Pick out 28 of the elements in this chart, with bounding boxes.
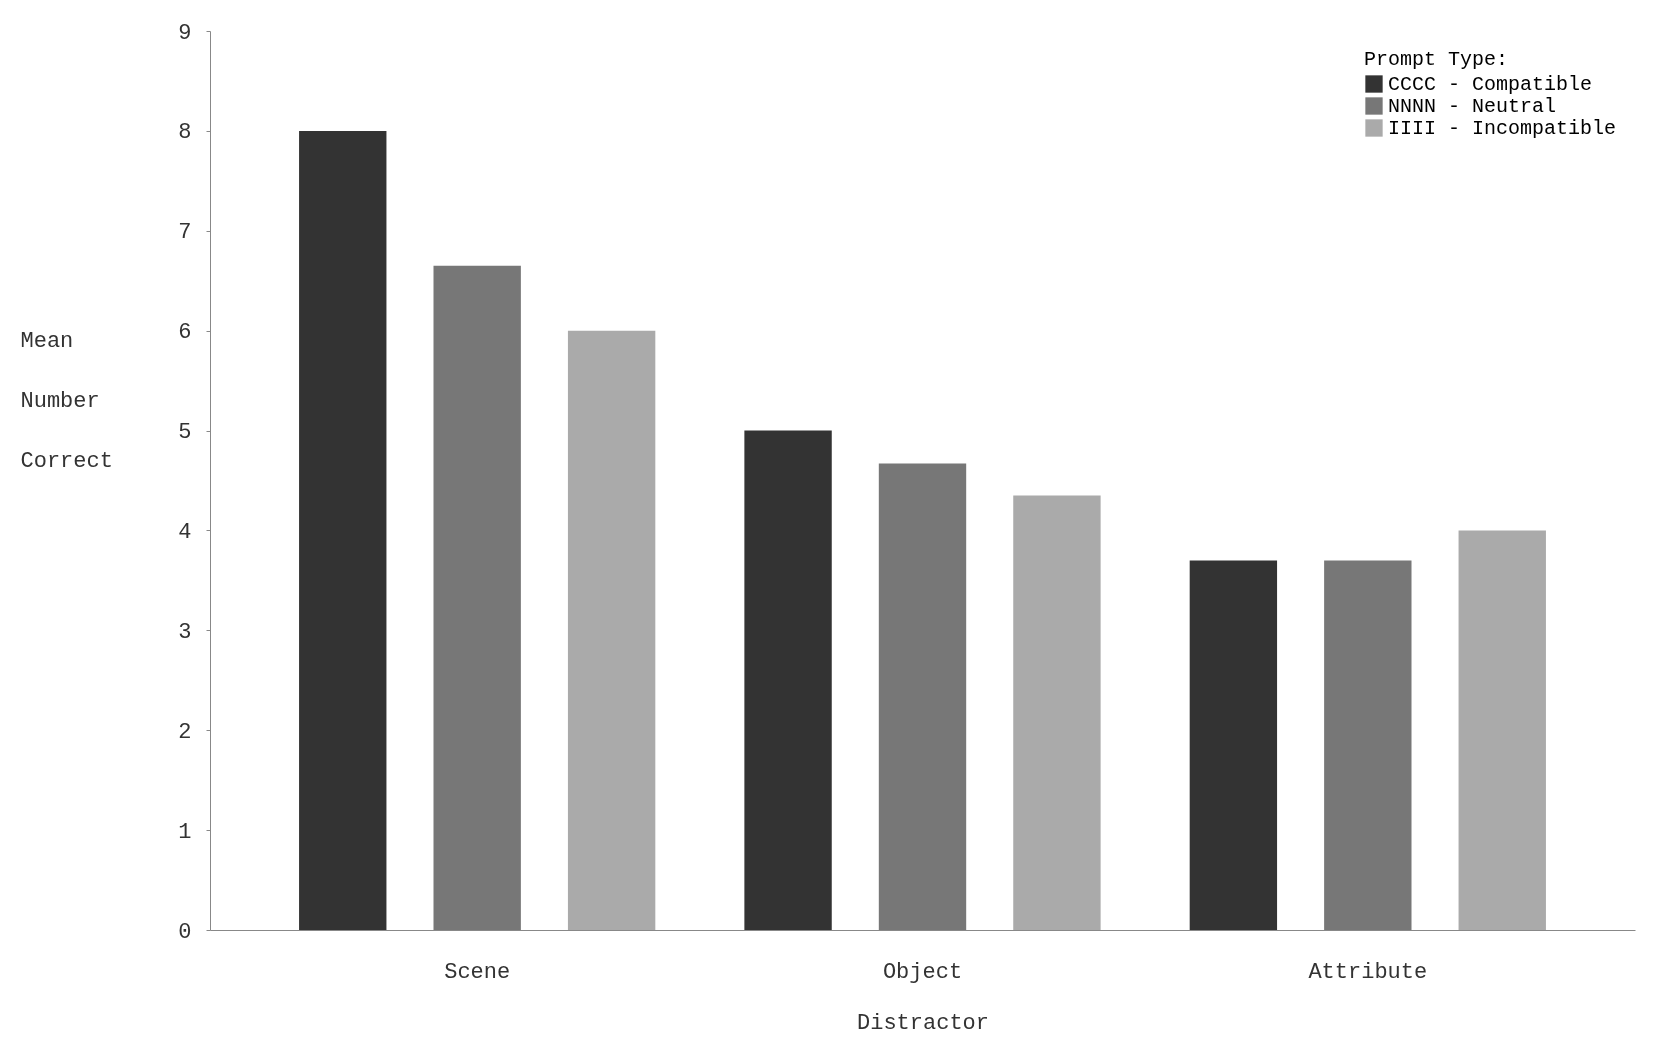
legend-title: Prompt Type: bbox=[1364, 48, 1509, 71]
y-tick-label: 5 bbox=[178, 420, 192, 446]
y-tick-label: 4 bbox=[178, 519, 192, 545]
x-axis-title: Distractor bbox=[856, 1010, 990, 1036]
x-tick-label: Attribute bbox=[1308, 959, 1428, 985]
bar bbox=[744, 430, 832, 930]
bar bbox=[1458, 530, 1546, 930]
x-tick-label: Scene bbox=[444, 959, 511, 985]
y-tick-label: 0 bbox=[178, 919, 192, 945]
y-tick-label: 9 bbox=[178, 20, 192, 46]
bar bbox=[1189, 560, 1278, 930]
y-tick-label: 6 bbox=[178, 320, 192, 346]
y-tick-label: 2 bbox=[178, 719, 192, 745]
y-tick-label: 3 bbox=[178, 619, 192, 645]
legend-label: IIII - Incompatible bbox=[1388, 117, 1617, 140]
text: Mean Number Correct bbox=[20, 328, 113, 474]
bar bbox=[567, 330, 656, 930]
bar bbox=[299, 130, 387, 930]
y-tick-label: 7 bbox=[178, 220, 192, 246]
bar bbox=[878, 463, 967, 930]
bar bbox=[1013, 495, 1101, 930]
bar bbox=[1324, 560, 1412, 930]
x-tick-label: Object bbox=[882, 959, 963, 985]
bar bbox=[433, 265, 521, 930]
y-tick-label: 1 bbox=[178, 819, 192, 845]
y-tick-label: 8 bbox=[178, 120, 192, 146]
legend-label: CCCC - Compatible bbox=[1388, 73, 1593, 96]
legend-label: NNNN - Neutral bbox=[1388, 95, 1557, 118]
